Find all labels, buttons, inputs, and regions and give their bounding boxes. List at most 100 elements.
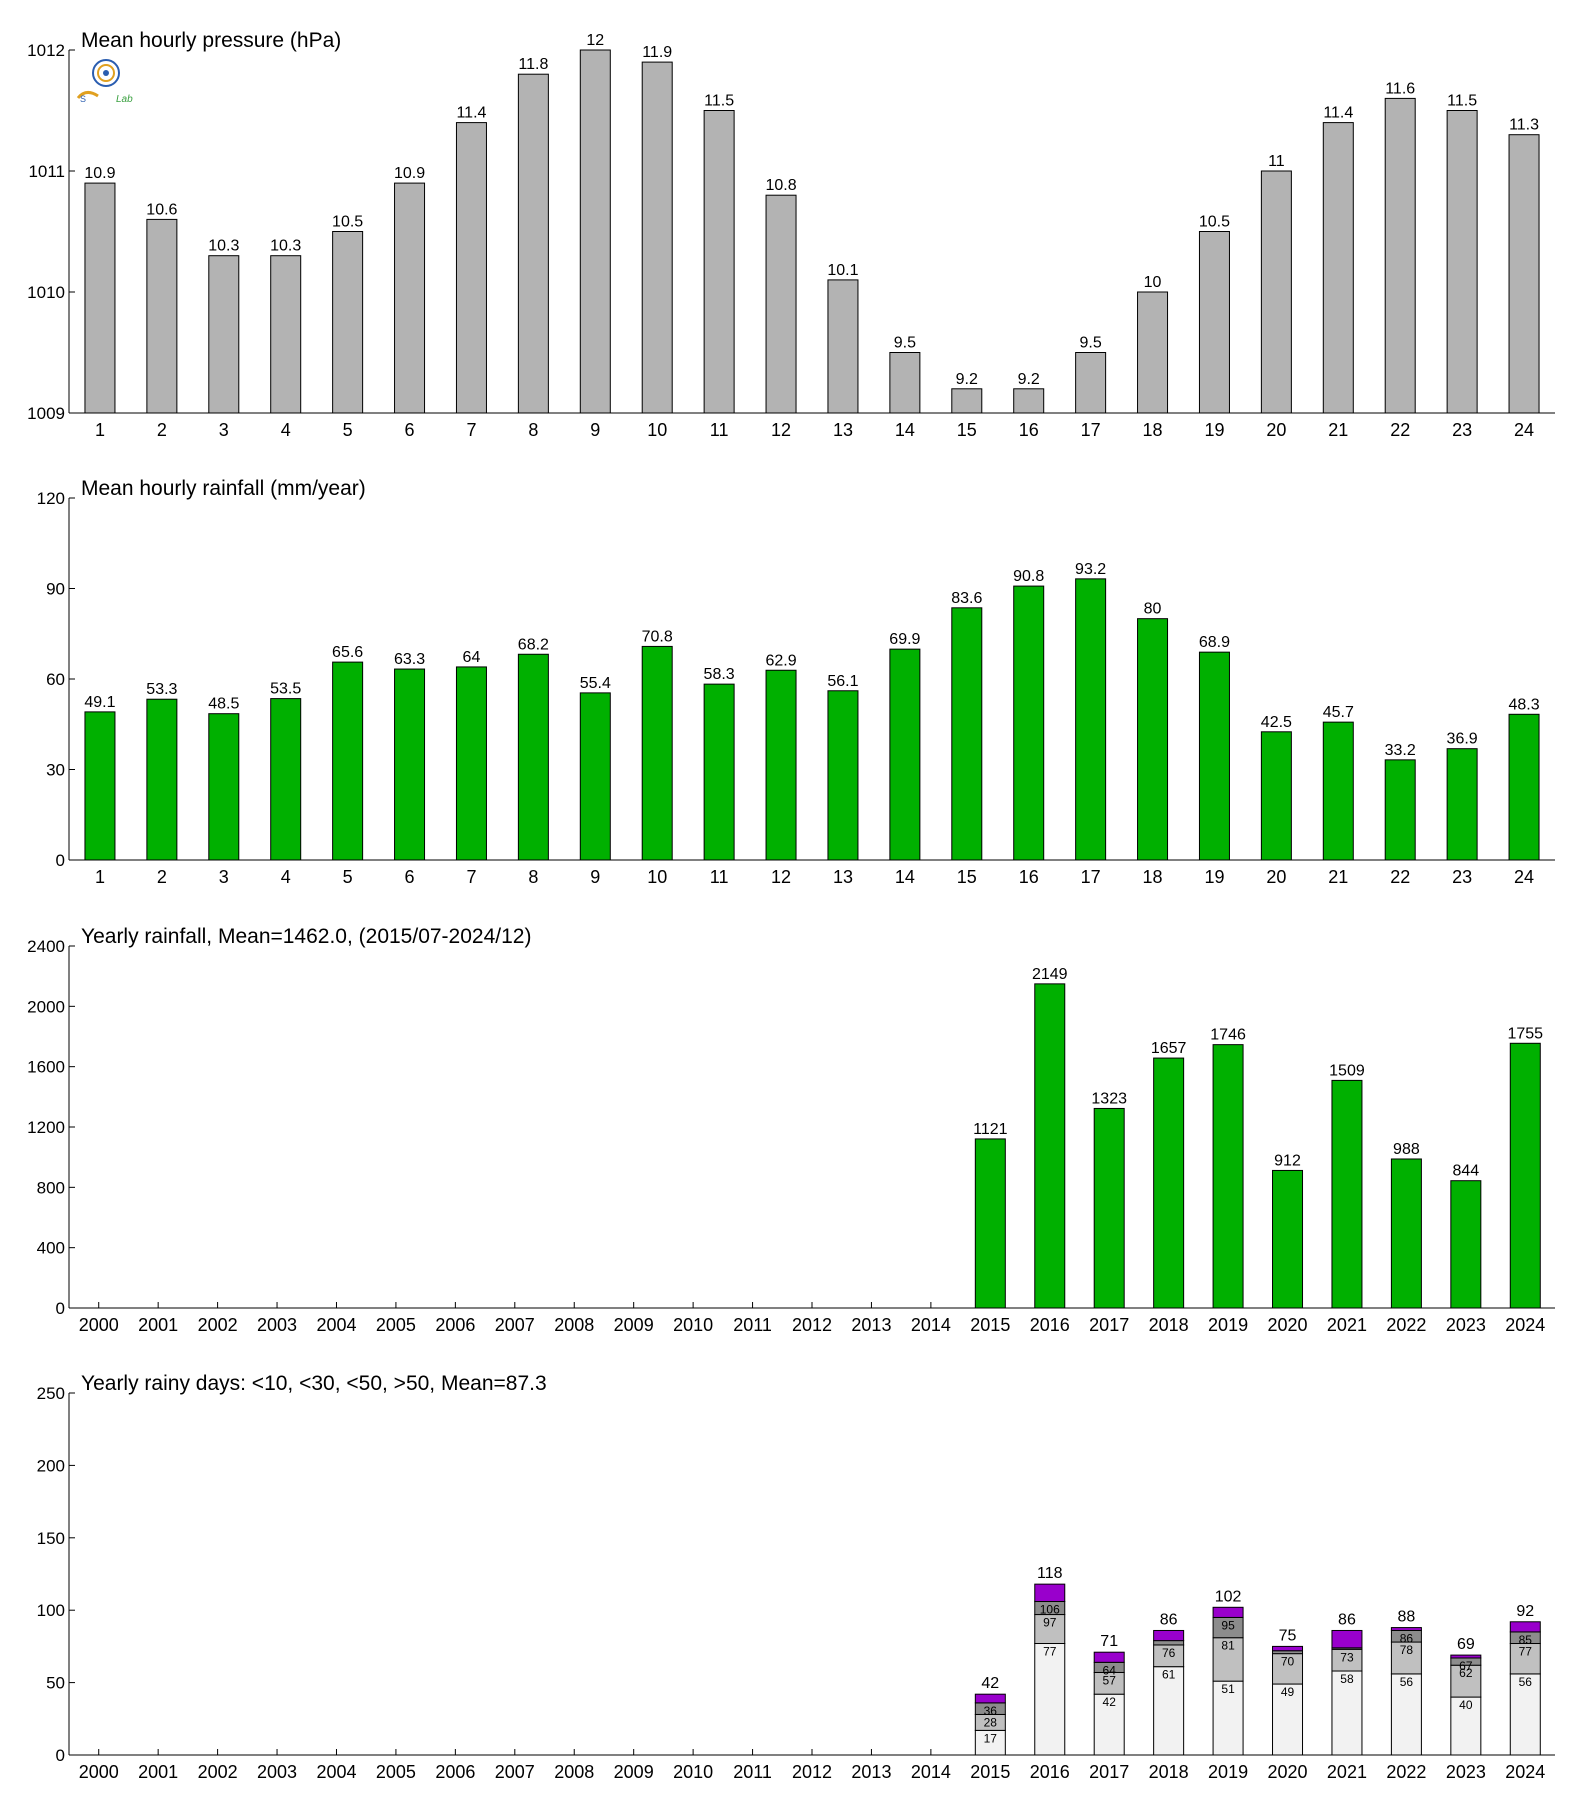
x-tick-label: 2003 xyxy=(257,1315,297,1335)
x-tick-label: 13 xyxy=(833,867,853,887)
x-tick-label: 6 xyxy=(405,867,415,887)
segment-label: 42 xyxy=(1103,1695,1117,1709)
bar xyxy=(765,194,797,414)
data-label: 10.3 xyxy=(270,238,301,255)
bar xyxy=(1075,578,1107,861)
y-tick-label: 90 xyxy=(46,580,65,599)
data-label: 65.6 xyxy=(332,644,363,661)
y-tick-label: 120 xyxy=(37,489,65,508)
data-label: 10.5 xyxy=(332,214,363,231)
segment-label: 51 xyxy=(1221,1682,1235,1696)
data-label: 48.5 xyxy=(208,696,239,713)
data-label: 10.3 xyxy=(208,238,239,255)
stack-segment xyxy=(1034,1583,1066,1603)
x-tick-label: 2006 xyxy=(435,1762,475,1782)
data-label: 53.5 xyxy=(270,681,301,698)
x-tick-label: 2003 xyxy=(257,1762,297,1782)
x-tick-label: 2006 xyxy=(435,1315,475,1335)
bar xyxy=(208,713,240,861)
bar xyxy=(332,661,364,861)
segment-label: 40 xyxy=(1459,1698,1473,1712)
data-label: 11.5 xyxy=(704,93,734,110)
x-tick-label: 2 xyxy=(157,867,167,887)
stack-segment xyxy=(1509,1673,1541,1756)
segment-label: 36 xyxy=(984,1704,998,1718)
x-tick-label: 24 xyxy=(1514,420,1534,440)
data-label: 11.6 xyxy=(1385,80,1415,97)
stack-segment xyxy=(1093,1693,1125,1756)
y-tick-label: 2400 xyxy=(27,937,65,956)
bar xyxy=(517,73,549,414)
data-label: 62.9 xyxy=(765,652,796,669)
x-tick-label: 2009 xyxy=(614,1315,654,1335)
bar xyxy=(974,1138,1006,1309)
x-tick-label: 2005 xyxy=(376,1315,416,1335)
y-tick-label: 250 xyxy=(37,1384,65,1403)
x-tick-label: 2016 xyxy=(1030,1315,1070,1335)
total-label: 92 xyxy=(1516,1603,1534,1620)
x-tick-label: 8 xyxy=(528,867,538,887)
data-label: 9.5 xyxy=(894,335,916,352)
bar xyxy=(889,648,921,861)
x-tick-label: 2020 xyxy=(1267,1762,1307,1782)
x-tick-label: 2008 xyxy=(554,1762,594,1782)
data-label: 10 xyxy=(1144,274,1162,291)
bar xyxy=(1446,748,1478,861)
x-tick-label: 5 xyxy=(343,867,353,887)
x-tick-label: 2004 xyxy=(316,1762,356,1782)
x-tick-label: 2010 xyxy=(673,1762,713,1782)
data-label: 844 xyxy=(1452,1163,1479,1180)
data-label: 1657 xyxy=(1151,1040,1187,1057)
x-tick-label: 2012 xyxy=(792,1315,832,1335)
data-label: 11.4 xyxy=(456,105,486,122)
x-tick-label: 23 xyxy=(1452,420,1472,440)
bar xyxy=(270,255,302,414)
y-tick-label: 150 xyxy=(37,1529,65,1548)
x-tick-label: 2001 xyxy=(138,1762,178,1782)
bar xyxy=(332,231,364,414)
y-tick-label: 400 xyxy=(37,1239,65,1258)
data-label: 1121 xyxy=(973,1121,1008,1138)
segment-label: 62 xyxy=(1459,1666,1473,1680)
x-tick-label: 2021 xyxy=(1327,1315,1367,1335)
bar xyxy=(208,255,240,414)
x-tick-label: 2022 xyxy=(1386,1762,1426,1782)
data-label: 80 xyxy=(1144,601,1162,618)
x-tick-label: 23 xyxy=(1452,867,1472,887)
x-tick-label: 22 xyxy=(1390,420,1410,440)
data-label: 33.2 xyxy=(1385,742,1416,759)
stack-segment xyxy=(1450,1696,1482,1756)
lab-logo: S Lab xyxy=(76,59,133,105)
x-tick-label: 13 xyxy=(833,420,853,440)
x-tick-label: 2016 xyxy=(1030,1762,1070,1782)
svg-text:S: S xyxy=(80,94,86,104)
x-tick-label: 4 xyxy=(281,867,291,887)
y-tick-label: 0 xyxy=(56,851,65,870)
segment-label: 58 xyxy=(1340,1672,1354,1686)
stack-segment xyxy=(1272,1683,1304,1756)
rainy-days-chart: 0 50 100 150 200 250 2000 2001 2002 2003 2004 2005 2… xyxy=(37,1372,1555,1782)
x-tick-label: 15 xyxy=(957,420,977,440)
y-tick-label: 1012 xyxy=(27,41,65,60)
data-label: 10.1 xyxy=(827,262,858,279)
data-label: 12 xyxy=(586,32,604,49)
bar xyxy=(1075,352,1107,414)
data-label: 11.4 xyxy=(1323,105,1353,122)
segment-label: 106 xyxy=(1040,1603,1060,1617)
total-label: 42 xyxy=(981,1675,999,1692)
x-tick-label: 19 xyxy=(1204,867,1224,887)
bar xyxy=(394,182,426,414)
y-tick-label: 1600 xyxy=(27,1058,65,1077)
data-label: 10.6 xyxy=(146,201,177,218)
y-tick-label: 0 xyxy=(56,1299,65,1318)
bar xyxy=(951,388,983,414)
y-tick-label: 1200 xyxy=(27,1118,65,1137)
stack-segment xyxy=(1390,1627,1422,1631)
bar xyxy=(1212,1044,1244,1309)
data-label: 2149 xyxy=(1032,966,1068,983)
stack-segment xyxy=(1212,1606,1244,1618)
bar xyxy=(641,61,673,414)
bar xyxy=(827,279,859,414)
bar xyxy=(1322,122,1354,414)
